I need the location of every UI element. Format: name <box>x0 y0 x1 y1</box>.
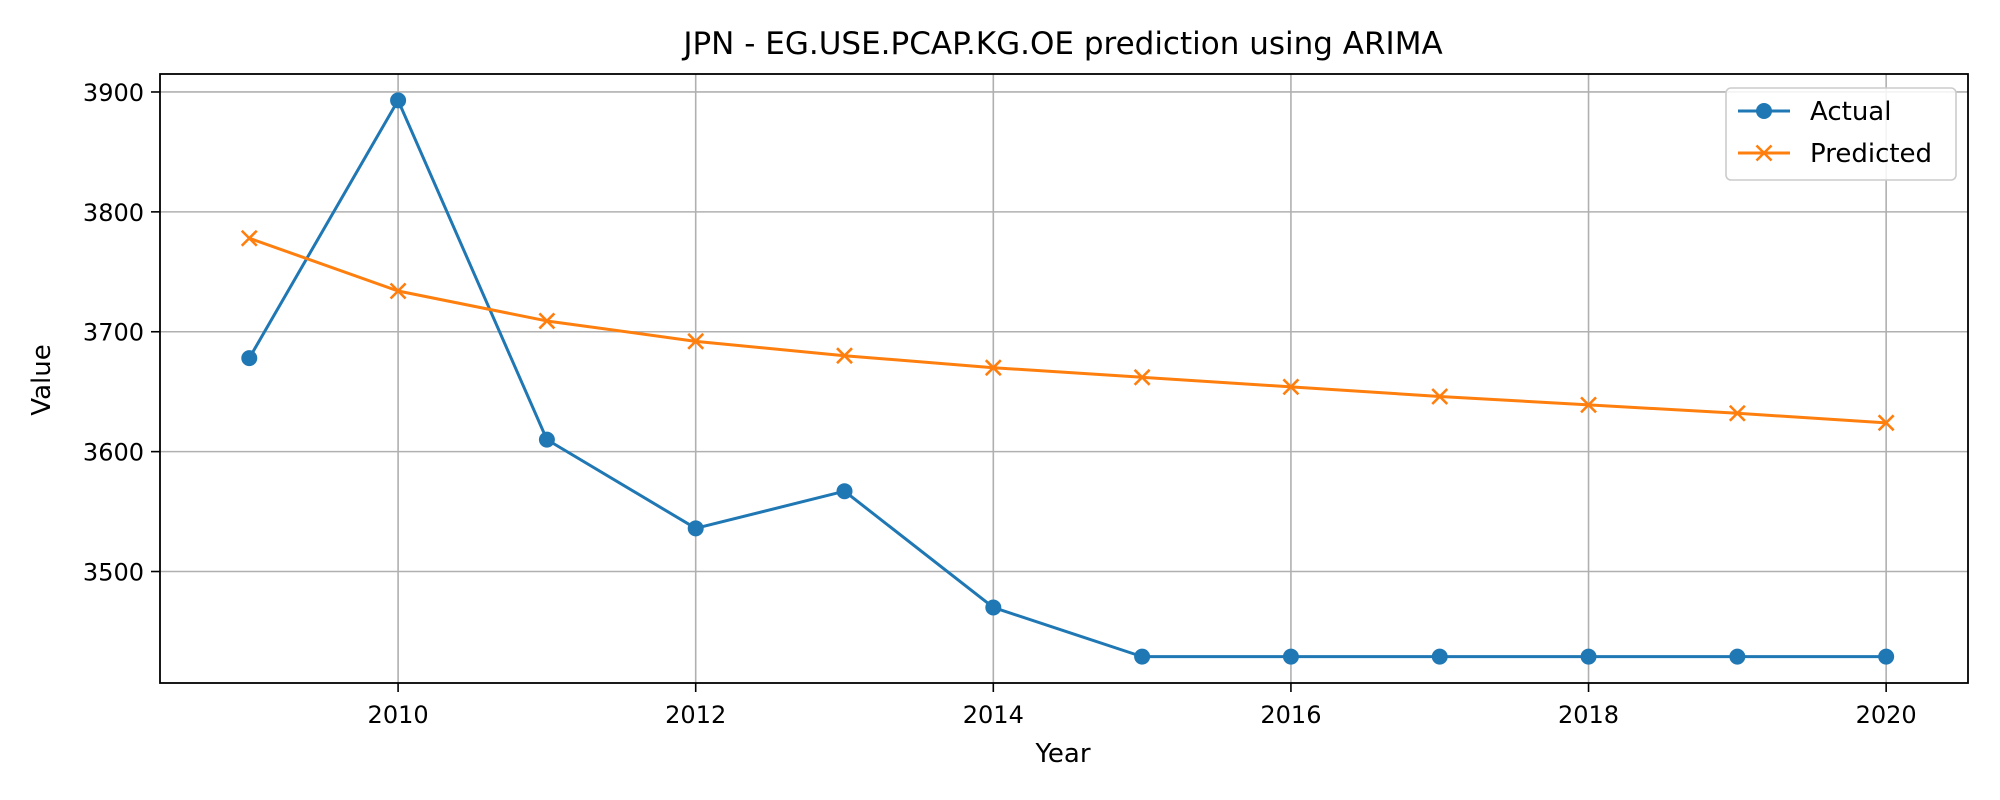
data-point-actual <box>1282 648 1299 665</box>
data-point-predicted <box>389 282 407 300</box>
data-point-actual <box>1431 648 1448 665</box>
plot-area-frame <box>159 73 1969 684</box>
data-point-actual <box>985 599 1002 616</box>
x-tick-label: 2020 <box>1856 701 1917 729</box>
legend-item-actual: Actual <box>1738 97 1891 127</box>
series-layer <box>240 92 1895 665</box>
legend-label: Predicted <box>1810 139 1932 169</box>
series-actual <box>241 92 1895 665</box>
data-point-actual <box>390 92 407 109</box>
data-point-predicted <box>538 312 556 330</box>
data-point-actual <box>1878 648 1895 665</box>
data-point-actual <box>1580 648 1597 665</box>
grid <box>160 74 1968 683</box>
y-tick-label: 3600 <box>83 439 144 467</box>
legend-label: Actual <box>1810 97 1891 127</box>
data-point-predicted <box>1282 378 1300 396</box>
data-point-predicted <box>1431 388 1449 405</box>
data-point-actual <box>1729 648 1746 665</box>
x-axis-label: Year <box>1034 739 1090 769</box>
data-point-actual <box>687 520 704 537</box>
y-tick-label: 3900 <box>83 79 144 107</box>
data-point-actual <box>836 483 853 500</box>
x-tick-label: 2012 <box>665 701 726 729</box>
chart-title: JPN - EG.USE.PCAP.KG.OE prediction using… <box>681 26 1442 62</box>
data-point-predicted <box>984 359 1002 377</box>
series-predicted <box>240 229 1895 432</box>
y-axis-label: Value <box>27 344 57 415</box>
y-tick-label: 3800 <box>83 199 144 227</box>
data-point-actual <box>241 350 258 367</box>
data-point-predicted <box>687 332 705 350</box>
y-tick-label: 3700 <box>83 319 144 347</box>
legend: Actual Predicted <box>1725 87 1957 181</box>
x-tick-label: 2014 <box>963 701 1024 729</box>
data-point-predicted <box>1877 414 1895 432</box>
data-point-predicted <box>1580 396 1597 414</box>
data-point-actual <box>538 431 555 448</box>
legend-item-predicted: Predicted <box>1738 139 1932 169</box>
y-tick-label: 3500 <box>83 559 144 587</box>
legend-marker <box>1756 103 1772 119</box>
legend-marker <box>1755 144 1773 162</box>
axis-ticks: 2010 2012 2014 2016 2018 2020 3500 3600 3700 3800… <box>83 79 1917 729</box>
data-point-predicted <box>1133 368 1151 386</box>
data-point-actual <box>1134 648 1151 665</box>
x-tick-label: 2018 <box>1558 701 1619 729</box>
series-line-actual <box>247 98 1887 659</box>
data-point-predicted <box>240 229 258 247</box>
x-tick-label: 2016 <box>1260 701 1321 729</box>
x-tick-label: 2010 <box>368 701 429 729</box>
data-point-predicted <box>1728 404 1746 422</box>
data-point-predicted <box>836 347 853 365</box>
series-line-predicted <box>248 236 1887 425</box>
